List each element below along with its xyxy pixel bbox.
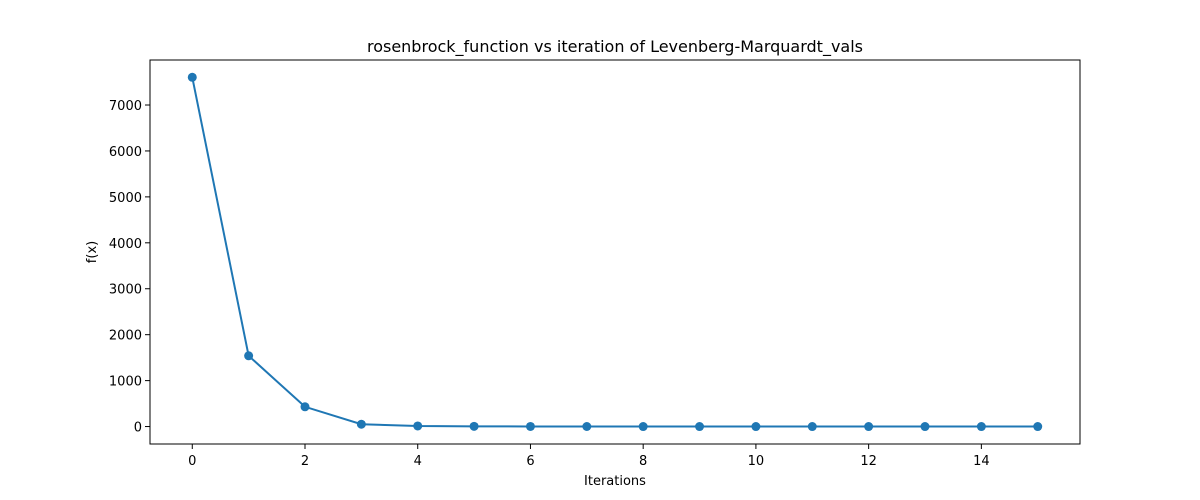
data-point: [1033, 422, 1043, 432]
y-tick-label: 0: [134, 421, 142, 436]
data-point: [976, 422, 986, 432]
data-point: [582, 421, 592, 431]
data-point: [413, 421, 423, 431]
x-tick-label: 2: [301, 454, 309, 469]
x-tick-label: 6: [526, 454, 534, 469]
x-axis-label: Iterations: [584, 474, 646, 489]
data-point: [356, 419, 366, 429]
series-line: [191, 77, 1038, 428]
y-tick-label: 3000: [109, 283, 142, 298]
data-point: [244, 351, 254, 361]
plot-area: [149, 59, 1081, 445]
data-point: [300, 402, 310, 412]
data-point: [525, 421, 535, 431]
x-tick-label: 8: [639, 454, 647, 469]
series-layer: [187, 72, 1043, 432]
data-point: [751, 422, 761, 432]
y-tick-label: 5000: [109, 191, 142, 206]
plot-frame: [149, 59, 1081, 445]
y-tick-label: 2000: [109, 329, 142, 344]
y-tick-label: 4000: [109, 237, 142, 252]
data-point: [638, 422, 648, 432]
x-tick-label: 12: [860, 454, 877, 469]
y-axis-label: f(x): [85, 241, 100, 263]
x-tick-label: 14: [973, 454, 990, 469]
data-point: [469, 421, 479, 431]
x-tick-label: 4: [414, 454, 422, 469]
data-point: [807, 422, 817, 432]
data-point: [864, 422, 874, 432]
chart-title: rosenbrock_function vs iteration of Leve…: [367, 37, 863, 57]
y-axis: 0 1000 2000 3000 4000 5000 6000 7000: [109, 99, 150, 436]
x-tick-label: 0: [188, 454, 196, 469]
y-tick-label: 6000: [109, 145, 142, 160]
x-axis: 0 2 4 6 8 10 12 14: [188, 444, 990, 469]
y-tick-label: 1000: [109, 375, 142, 390]
data-point: [920, 422, 930, 432]
x-tick-label: 10: [748, 454, 765, 469]
data-point: [187, 72, 197, 82]
data-point: [695, 422, 705, 432]
y-tick-label: 7000: [109, 99, 142, 114]
